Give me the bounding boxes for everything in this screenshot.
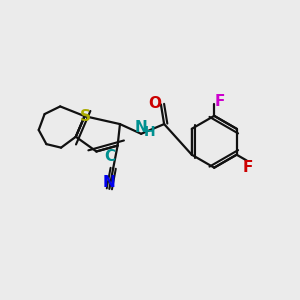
Text: F: F xyxy=(214,94,225,109)
Text: F: F xyxy=(242,160,253,175)
Text: N: N xyxy=(135,120,148,135)
Text: C: C xyxy=(104,149,115,164)
Text: O: O xyxy=(148,96,161,111)
Text: N: N xyxy=(103,176,116,190)
Text: S: S xyxy=(80,109,91,124)
Text: H: H xyxy=(144,125,156,139)
